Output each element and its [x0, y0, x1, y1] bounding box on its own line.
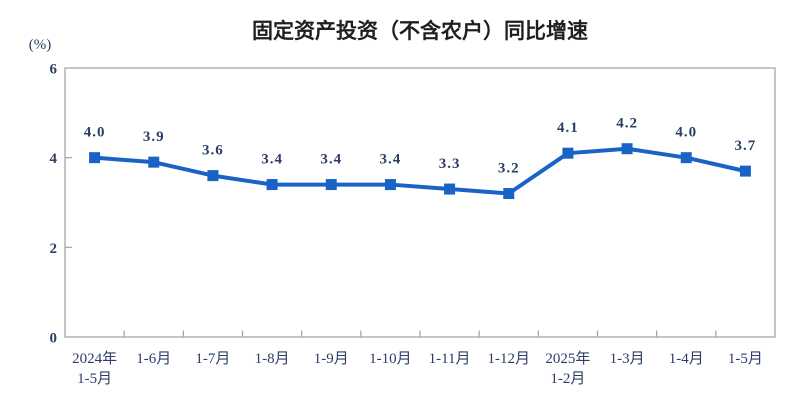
x-axis-label: 1-3月: [610, 351, 645, 367]
y-axis-unit-label: (%): [29, 37, 52, 53]
data-point-marker: [89, 152, 101, 164]
x-axis-label: 2025年 1-2月: [545, 350, 590, 387]
data-point-label: 4.1: [557, 120, 579, 136]
data-point-marker: [325, 179, 337, 191]
x-axis-label-line: 1-10月: [369, 351, 412, 367]
y-tick-label: 6: [50, 62, 58, 78]
data-point-marker: [562, 147, 574, 159]
data-point-label: 3.2: [498, 161, 520, 177]
x-axis-label-line: 1-12月: [488, 351, 531, 367]
data-point-marker: [444, 183, 456, 195]
data-point-marker: [739, 165, 751, 177]
x-axis-label-line: 1-11月: [429, 351, 471, 367]
chart-title: 固定资产投资（不含农户）同比增速: [252, 19, 588, 43]
x-axis-label-line: 1-5月: [77, 371, 112, 387]
y-tick-label: 0: [50, 331, 58, 347]
data-point-marker: [266, 179, 278, 191]
x-axis-label: 1-12月: [488, 351, 531, 367]
data-point-label: 4.0: [675, 125, 697, 141]
x-axis-label-line: 1-4月: [669, 351, 704, 367]
y-tick-label: 2: [50, 241, 58, 257]
data-point-label: 3.7: [735, 138, 757, 154]
data-point-marker: [621, 143, 633, 155]
x-axis-label-line: 1-8月: [255, 351, 290, 367]
data-point-marker: [503, 188, 515, 200]
data-point-label: 3.4: [380, 152, 402, 168]
x-axis-label-line: 2025年: [545, 350, 590, 367]
data-point-label: 3.9: [143, 129, 165, 145]
x-axis-label: 1-9月: [314, 351, 349, 367]
x-axis-label: 1-5月: [728, 351, 763, 367]
data-point-label: 4.0: [84, 125, 106, 141]
data-point-label: 3.6: [202, 143, 224, 159]
data-point-label: 3.3: [439, 156, 461, 172]
x-axis-label-line: 2024年: [72, 350, 117, 367]
x-axis-label: 1-11月: [429, 351, 471, 367]
trend-line: [94, 146, 746, 196]
x-axis-label: 1-10月: [369, 351, 412, 367]
x-axis-label-line: 1-6月: [136, 351, 171, 367]
x-axis-label-line: 1-3月: [610, 351, 645, 367]
data-point-marker: [148, 156, 160, 168]
x-axis-label: 1-6月: [136, 351, 171, 367]
data-point-label: 3.4: [320, 152, 342, 168]
data-point-label: 3.4: [261, 152, 283, 168]
data-point-marker: [680, 152, 692, 164]
y-tick-label: 4: [50, 151, 58, 167]
x-axis-label: 2024年 1-5月: [72, 350, 117, 387]
x-axis-label: 1-4月: [669, 351, 704, 367]
x-axis-label: 1-7月: [195, 351, 230, 367]
x-axis-label: 1-8月: [255, 351, 290, 367]
data-point-marker: [207, 170, 219, 182]
x-axis-label-line: 1-5月: [728, 351, 763, 367]
x-axis-label-line: 1-9月: [314, 351, 349, 367]
data-point-label: 4.2: [616, 116, 638, 132]
plot-frame: [64, 67, 776, 338]
x-axis-label-line: 1-7月: [195, 351, 230, 367]
x-axis-label-line: 1-2月: [550, 371, 585, 387]
data-point-marker: [384, 179, 396, 191]
